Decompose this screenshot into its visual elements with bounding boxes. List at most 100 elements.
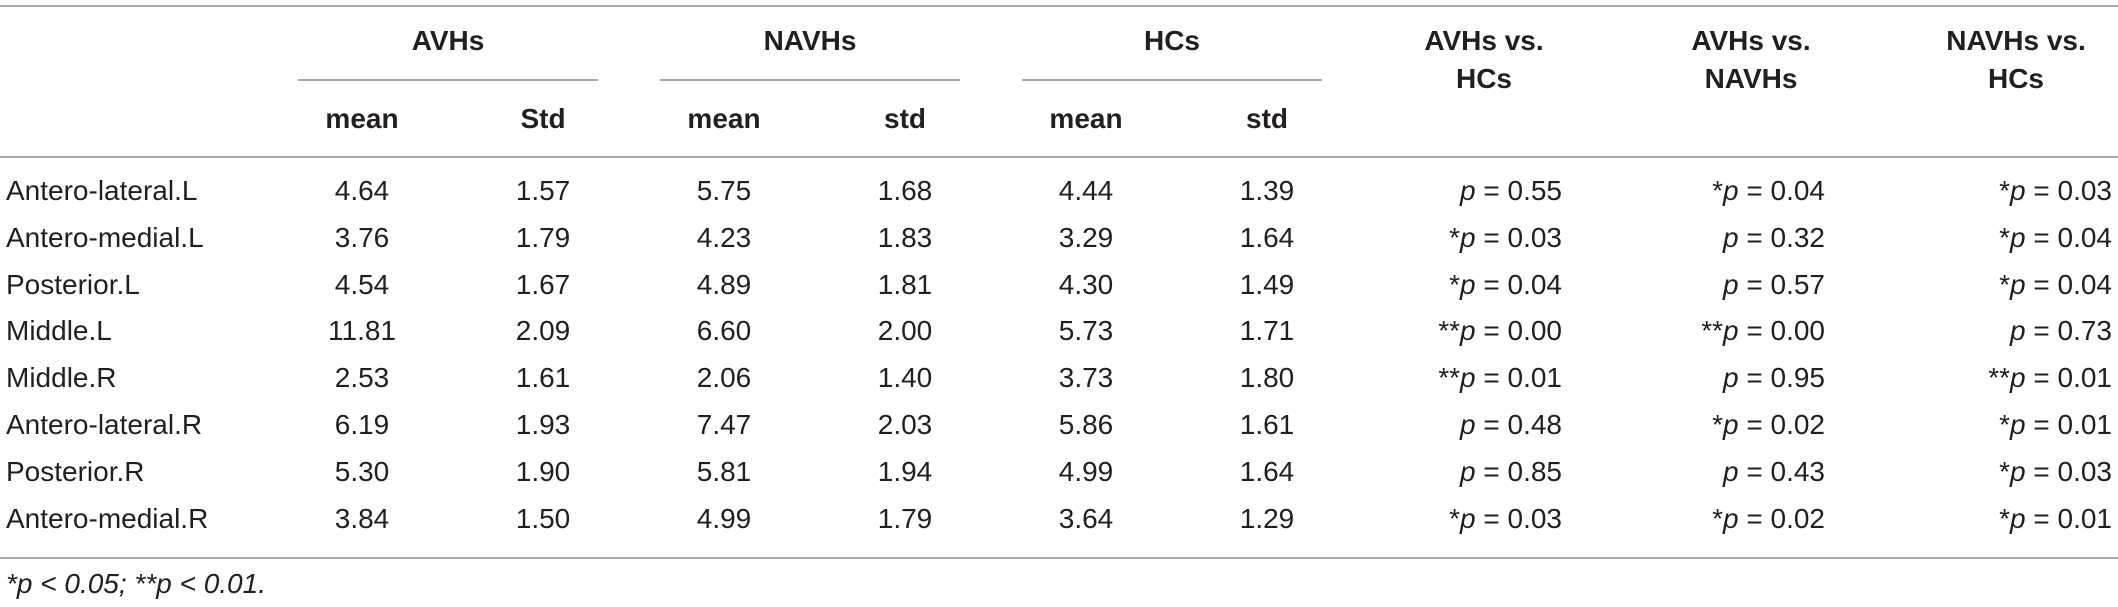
navhs-std-value: 1.40 (877, 362, 933, 393)
hcs-std-value: 1.80 (1239, 362, 1295, 393)
avhs-std-value: 2.09 (515, 315, 571, 346)
avhs-std-value: 1.57 (515, 175, 571, 206)
p-value-c2: *p = 0.04 (1712, 174, 1825, 208)
hcs-mean-value: 5.73 (1058, 315, 1114, 346)
avhs-std-value: 1.67 (515, 269, 571, 300)
p-symbol: p (1723, 222, 1739, 253)
p-value-c1: *p = 0.03 (1449, 221, 1562, 255)
subheader-navhs-std: std (884, 103, 926, 134)
p-number: = 0.01 (2025, 503, 2112, 534)
region-label: Middle.L (6, 315, 112, 346)
region-label: Posterior.L (6, 269, 140, 300)
hcs-mean-value: 3.64 (1058, 503, 1114, 534)
p-value-c1: *p = 0.04 (1449, 268, 1562, 302)
p-number: = 0.01 (2025, 362, 2112, 393)
group-underline-hcs (1022, 79, 1322, 81)
avhs-std-value: 1.50 (515, 503, 571, 534)
p-number: = 0.03 (1475, 503, 1562, 534)
p-value-c1: **p = 0.00 (1438, 314, 1562, 348)
group-header-avhs: AVHs (411, 25, 485, 56)
p-number: = 0.02 (1738, 409, 1825, 440)
p-number: = 0.04 (2025, 222, 2112, 253)
subheader-navhs-mean: mean (687, 103, 761, 134)
navhs-mean-value: 6.60 (696, 315, 752, 346)
hcs-mean-value: 3.29 (1058, 222, 1114, 253)
avhs-mean-value: 11.81 (328, 315, 396, 346)
p-value-c1: p = 0.85 (1460, 455, 1562, 489)
hcs-mean-value: 4.99 (1058, 456, 1114, 487)
group-header-navhs: NAVHs (763, 25, 857, 56)
p-symbol: p (2010, 222, 2026, 253)
p-symbol: p (2010, 409, 2026, 440)
p-symbol: p (2010, 175, 2026, 206)
subheader-avhs-mean: mean (325, 103, 399, 134)
p-value-c3: *p = 0.01 (1999, 408, 2112, 442)
hcs-mean-value: 4.44 (1058, 175, 1114, 206)
p-number: = 0.48 (1475, 409, 1562, 440)
navhs-mean-value: 7.47 (696, 409, 752, 440)
avhs-mean-value: 6.19 (334, 409, 390, 440)
p-symbol: p (1460, 503, 1476, 534)
p-symbol: p (1723, 503, 1739, 534)
avhs-mean-value: 4.54 (334, 269, 390, 300)
p-symbol: p (1460, 409, 1476, 440)
significance-mark: ** (1438, 315, 1461, 346)
region-label: Antero-medial.R (6, 503, 209, 534)
p-symbol: p (1723, 409, 1739, 440)
top-rule (0, 5, 2118, 7)
p-number: = 0.95 (1738, 362, 1825, 393)
region-label: Antero-lateral.L (6, 175, 198, 206)
significance-mark: * (1449, 503, 1461, 534)
significance-mark: * (1999, 269, 2011, 300)
significance-mark: * (1999, 503, 2011, 534)
p-value-c3: *p = 0.03 (1999, 174, 2112, 208)
p-value-c1: p = 0.48 (1460, 408, 1562, 442)
navhs-std-value: 1.83 (877, 222, 933, 253)
significance-mark: * (1449, 222, 1461, 253)
navhs-std-value: 2.03 (877, 409, 933, 440)
avhs-std-value: 1.90 (515, 456, 571, 487)
p-value-c3: *p = 0.03 (1999, 455, 2112, 489)
significance-mark: * (1999, 456, 2011, 487)
p-number: = 0.01 (2025, 409, 2112, 440)
comparison-header-avhs-vs-navhs: AVHs vs. NAVHs (1691, 25, 1811, 94)
group-underline-navhs (660, 79, 960, 81)
subheader-avhs-std: Std (520, 103, 566, 134)
subheader-hcs-mean: mean (1049, 103, 1123, 134)
significance-mark: * (1449, 269, 1461, 300)
hcs-std-value: 1.71 (1239, 315, 1295, 346)
p-number: = 0.04 (2025, 269, 2112, 300)
navhs-std-value: 1.94 (877, 456, 933, 487)
p-number: = 0.00 (1475, 315, 1562, 346)
region-label: Middle.R (6, 362, 117, 393)
avhs-std-value: 1.79 (515, 222, 571, 253)
p-number: = 0.85 (1475, 456, 1562, 487)
p-value-c1: *p = 0.03 (1449, 502, 1562, 536)
hcs-mean-value: 5.86 (1058, 409, 1114, 440)
navhs-std-value: 1.79 (877, 503, 933, 534)
p-value-c3: p = 0.73 (2010, 314, 2112, 348)
comparison-header-avhs-vs-hcs: AVHs vs. HCs (1424, 25, 1544, 94)
p-number: = 0.04 (1475, 269, 1562, 300)
avhs-mean-value: 3.76 (334, 222, 390, 253)
region-label: Antero-lateral.R (6, 409, 203, 440)
significance-mark: * (1712, 175, 1724, 206)
p-value-c3: *p = 0.01 (1999, 502, 2112, 536)
p-symbol: p (1723, 269, 1739, 300)
hcs-mean-value: 3.73 (1058, 362, 1114, 393)
p-symbol: p (2010, 362, 2026, 393)
significance-mark: ** (1701, 315, 1724, 346)
bottom-rule (0, 557, 2118, 559)
p-symbol: p (1460, 222, 1476, 253)
navhs-std-value: 1.81 (877, 269, 933, 300)
significance-mark: * (1712, 503, 1724, 534)
navhs-mean-value: 5.75 (696, 175, 752, 206)
region-label: Antero-medial.L (6, 222, 204, 253)
hcs-std-value: 1.64 (1239, 456, 1295, 487)
p-number: = 0.32 (1738, 222, 1825, 253)
p-number: = 0.03 (2025, 456, 2112, 487)
header-rule (0, 156, 2118, 158)
avhs-mean-value: 2.53 (334, 362, 390, 393)
p-value-c2: p = 0.95 (1723, 361, 1825, 395)
significance-mark: ** (1438, 362, 1461, 393)
